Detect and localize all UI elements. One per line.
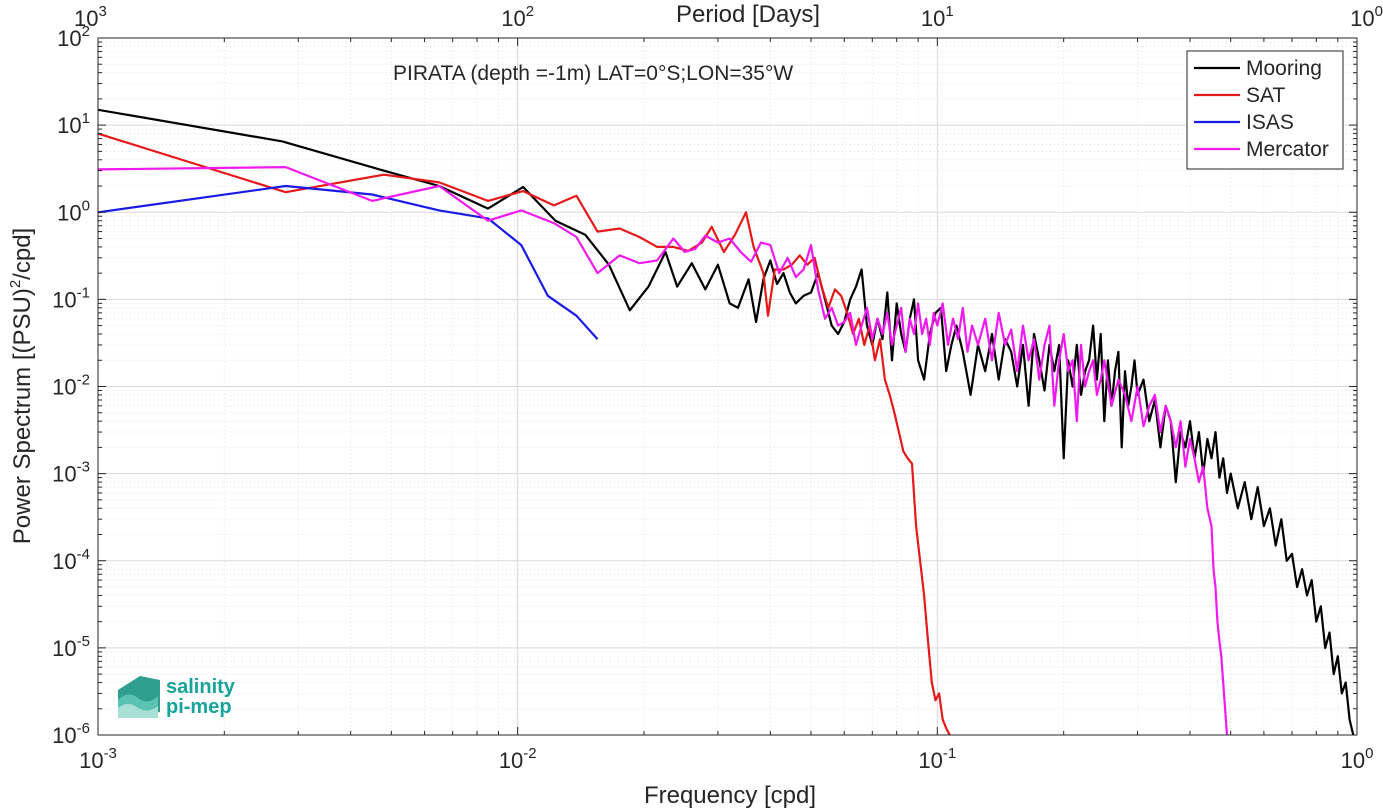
y-tick-base: 10 [52, 636, 76, 661]
top-tick-label: 102 [501, 3, 534, 31]
legend-label-isas: ISAS [1246, 111, 1294, 134]
top-tick-label: 101 [921, 3, 954, 31]
y-tick-exp: -4 [77, 546, 90, 563]
x-tick-exp: -1 [943, 745, 956, 762]
y-tick-label: 10-3 [52, 459, 90, 487]
y-axis-title-exp: 2 [7, 280, 24, 288]
y-tick-label: 10-5 [52, 633, 90, 661]
y-tick-label: 100 [57, 197, 90, 225]
top-tick-base: 10 [1350, 6, 1374, 31]
y-tick-exp: 1 [82, 110, 90, 127]
y-tick-label: 10-1 [52, 284, 90, 312]
y-axis-title-main: Power Spectrum [(PSU) [9, 288, 36, 544]
x-tick-label: 10-2 [499, 745, 537, 773]
logo-waves-icon [118, 676, 160, 718]
y-tick-base: 10 [52, 287, 76, 312]
series-line-sat [98, 132, 951, 735]
y-tick-exp: -1 [77, 284, 90, 301]
top-tick-base: 10 [501, 6, 525, 31]
legend-label-mooring: Mooring [1246, 57, 1322, 80]
top-tick-exp: 1 [945, 3, 953, 20]
y-tick-base: 10 [52, 462, 76, 487]
y-tick-label: 10-4 [52, 546, 90, 574]
top-tick-base: 10 [921, 6, 945, 31]
x-tick-exp: -2 [523, 745, 536, 762]
y-tick-label: 101 [57, 110, 90, 138]
logo-line1: salinity [166, 676, 236, 698]
x-axis-title: Frequency [cpd] [644, 782, 816, 809]
ticks-layer [97, 37, 1358, 736]
y-tick-label: 10-6 [52, 720, 90, 748]
y-tick-exp: -3 [77, 459, 90, 476]
x-tick-base: 10 [79, 748, 103, 773]
y-axis-title: Power Spectrum [(PSU)2/cpd] [7, 228, 36, 544]
x-tick-label: 10-3 [79, 745, 117, 773]
salinity-pi-mep-logo: salinity pi-mep [118, 676, 236, 718]
top-tick-base: 10 [74, 6, 98, 31]
x-tick-exp: -3 [104, 745, 117, 762]
y-axis-title-tail: /cpd] [9, 228, 36, 280]
series-layer [98, 108, 1355, 735]
y-tick-base: 10 [57, 113, 81, 138]
top-tick-exp: 2 [526, 3, 534, 20]
y-tick-exp: 0 [82, 197, 90, 214]
legend-label-sat: SAT [1246, 84, 1285, 107]
x-tick-label: 100 [1341, 745, 1374, 773]
top-tick-label: 103 [74, 3, 107, 31]
y-tick-base: 10 [52, 375, 76, 400]
y-tick-label: 102 [57, 23, 90, 51]
y-tick-base: 10 [57, 200, 81, 225]
legend-label-mercator: Mercator [1246, 138, 1329, 161]
y-tick-base: 10 [52, 549, 76, 574]
top-tick-label: 100 [1350, 3, 1383, 31]
series-line-mooring [98, 108, 1355, 735]
series-line-isas [98, 184, 599, 340]
y-tick-label: 10-2 [52, 372, 90, 400]
x-tick-base: 10 [1341, 748, 1365, 773]
legend: Mooring SAT ISAS Mercator [1186, 50, 1344, 170]
top-tick-exp: 0 [1375, 3, 1383, 20]
logo-line2: pi-mep [166, 696, 232, 718]
x-tick-label: 10-1 [918, 745, 956, 773]
x-tick-base: 10 [499, 748, 523, 773]
y-tick-exp: 2 [82, 23, 90, 40]
legend-entries: Mooring SAT ISAS Mercator [1194, 57, 1329, 161]
series-line-mercator [98, 166, 1229, 735]
y-tick-base: 10 [57, 26, 81, 51]
y-tick-base: 10 [52, 723, 76, 748]
y-tick-exp: -2 [77, 372, 90, 389]
annotation-text: PIRATA (depth =-1m) LAT=0°S;LON=35°W [393, 62, 793, 85]
y-tick-exp: -6 [77, 720, 90, 737]
top-tick-exp: 3 [98, 3, 106, 20]
y-tick-exp: -5 [77, 633, 90, 650]
top-axis-title: Period [Days] [676, 1, 820, 28]
x-tick-base: 10 [918, 748, 942, 773]
x-tick-exp: 0 [1365, 745, 1373, 762]
